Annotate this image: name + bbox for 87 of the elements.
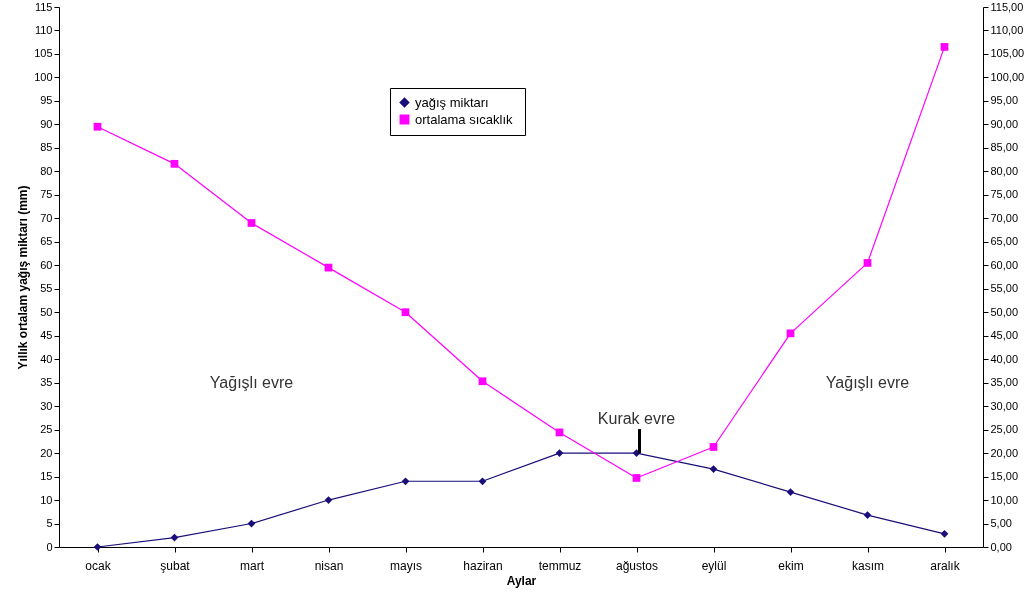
y-tick-label: 55 xyxy=(40,282,53,295)
x-tick-label: ocak xyxy=(85,558,112,573)
y-tick-label: 60 xyxy=(40,258,53,271)
annotation: Kurak evre xyxy=(597,410,676,428)
point xyxy=(93,122,102,131)
point xyxy=(324,496,333,504)
y-axis-title: Yıllık ortalam yağış miktarı (mm) xyxy=(16,185,31,370)
y-tick-label: 5 xyxy=(46,517,53,530)
point xyxy=(93,543,102,551)
y2-tick-label: 50,00 xyxy=(990,305,1019,318)
y2-tick-label: 30,00 xyxy=(990,399,1019,412)
x-tick-label: temmuz xyxy=(538,558,582,573)
point xyxy=(632,449,641,457)
y-tick-label: 115 xyxy=(34,0,53,13)
y-tick-label: 0 xyxy=(46,540,53,553)
y-tick-label: 80 xyxy=(40,164,53,177)
y-tick-label: 85 xyxy=(40,141,53,154)
y-tick-label: 45 xyxy=(40,329,53,342)
y2-tick-label: 10,00 xyxy=(990,493,1019,506)
y2-tick-label: 55,00 xyxy=(990,282,1019,295)
x-tick-label: aralık xyxy=(930,558,961,573)
y2-tick-label: 85,00 xyxy=(990,141,1019,154)
y-tick-label: 90 xyxy=(40,117,53,130)
x-tick-label: şubat xyxy=(160,558,191,573)
y-tick-label: 65 xyxy=(40,235,53,248)
y2-tick-label: 115,00 xyxy=(990,0,1024,13)
point xyxy=(401,308,410,317)
legend-label: yağış miktarı xyxy=(415,94,489,110)
y2-tick-label: 110,00 xyxy=(990,23,1024,36)
y-tick-label: 100 xyxy=(34,70,53,83)
y-tick-label: 10 xyxy=(40,493,53,506)
point xyxy=(709,443,718,451)
y2-tick-label: 65,00 xyxy=(990,235,1019,248)
y2-tick-label: 80,00 xyxy=(990,164,1019,177)
y-tick-label: 15 xyxy=(40,470,53,483)
y-tick-label: 95 xyxy=(40,94,53,107)
y2-tick-label: 75,00 xyxy=(990,188,1019,201)
y2-tick-label: 70,00 xyxy=(990,211,1019,224)
y-tick-label: 105 xyxy=(34,47,53,60)
y-tick-label: 75 xyxy=(40,188,53,201)
y2-tick-label: 15,00 xyxy=(990,470,1019,483)
y-tick-label: 70 xyxy=(40,211,53,224)
point xyxy=(709,465,718,473)
point xyxy=(401,477,410,486)
y2-tick-label: 60,00 xyxy=(990,258,1019,271)
x-tick-label: ağustos xyxy=(615,558,659,573)
x-tick-label: nisan xyxy=(314,558,344,573)
x-tick-label: ekim xyxy=(778,558,804,573)
annotation: Yağışlı evre xyxy=(825,373,910,391)
point xyxy=(632,474,641,482)
y-tick-label: 25 xyxy=(40,423,53,436)
x-tick-label: haziran xyxy=(463,558,503,573)
point xyxy=(478,377,487,386)
point xyxy=(786,488,795,496)
point xyxy=(786,329,795,338)
y2-tick-label: 25,00 xyxy=(990,423,1019,436)
y-tick-label: 30 xyxy=(40,399,53,412)
legend-label: ortalama sıcaklık xyxy=(415,111,514,127)
y2-tick-label: 35,00 xyxy=(990,376,1019,389)
y2-tick-label: 105,00 xyxy=(990,47,1025,60)
x-tick-label: kasım xyxy=(851,558,885,573)
point xyxy=(940,43,949,51)
y2-tick-label: 45,00 xyxy=(990,329,1019,342)
y-tick-label: 40 xyxy=(40,352,53,365)
x-tick-label: mart xyxy=(240,558,265,573)
y-tick-label: 50 xyxy=(40,305,53,318)
y2-tick-label: 0,00 xyxy=(990,540,1012,553)
point xyxy=(940,529,949,538)
y-tick-label: 110 xyxy=(34,23,53,36)
annotation: Yağışlı evre xyxy=(209,373,294,391)
y2-tick-label: 100,00 xyxy=(990,70,1025,83)
y2-tick-label: 90,00 xyxy=(990,117,1019,130)
y2-tick-label: 5,00 xyxy=(990,517,1012,530)
y2-tick-label: 95,00 xyxy=(990,94,1019,107)
y-tick-label: 35 xyxy=(40,376,53,389)
y2-tick-label: 40,00 xyxy=(990,352,1019,365)
point xyxy=(247,219,256,227)
x-axis-title: Aylar xyxy=(506,573,537,588)
x-tick-label: eylül xyxy=(701,558,727,573)
y-tick-label: 20 xyxy=(40,446,53,459)
point xyxy=(478,477,487,486)
point xyxy=(170,159,179,168)
point xyxy=(863,511,872,519)
point xyxy=(863,259,872,267)
y2-tick-label: 20,00 xyxy=(990,446,1019,459)
point xyxy=(555,449,564,457)
x-tick-label: mayıs xyxy=(389,558,423,573)
